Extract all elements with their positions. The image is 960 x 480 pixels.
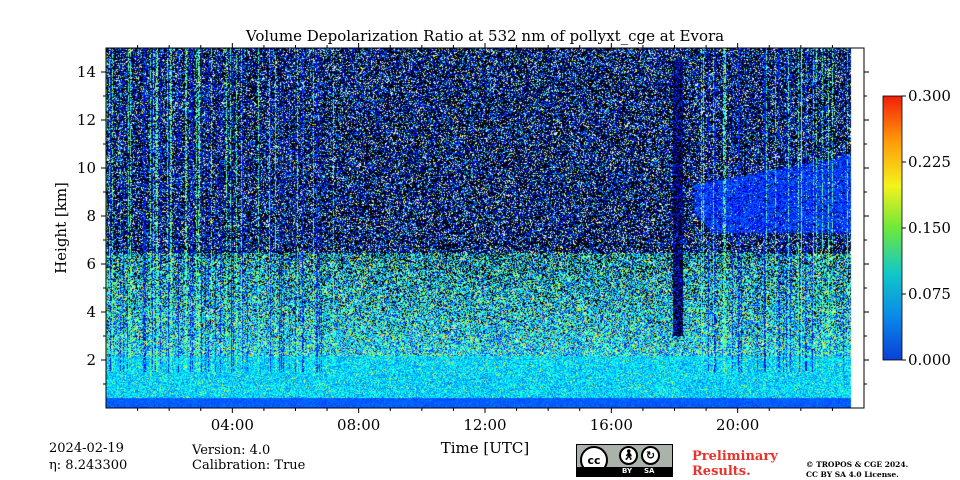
share-alike-icon: ↻ [641,446,660,465]
colorbar-tick-label: 0.075 [908,285,951,303]
x-tick-label: 16:00 [590,416,633,434]
version-label: Version: 4.0 [192,443,271,458]
colorbar-tick-label: 0.000 [908,351,951,369]
y-tick-label: 14 [77,63,96,81]
x-tick-label: 04:00 [211,416,254,434]
cc-license-strip: BY SA [577,467,672,476]
depolarization-heatmap [106,48,864,408]
copyright-notice: © TROPOS & CGE 2024. CC BY SA 4.0 Licens… [806,460,909,479]
colorbar-tick-label: 0.225 [908,153,951,171]
colorbar-tick-label: 0.150 [908,219,951,237]
x-axis: 04:00 08:00 12:00 16:00 20:00 [137,43,833,434]
colorbar-ticks: 0.000 0.075 0.150 0.225 0.300 [902,87,951,369]
colorbar-tick-label: 0.300 [908,87,951,105]
x-axis-label: Time [UTC] [441,439,530,457]
y-tick-label: 4 [86,303,96,321]
attribution-person-icon: 🚶︎ [619,446,638,465]
x-tick-label: 20:00 [716,416,759,434]
date-label: 2024-02-19 [49,441,124,456]
calibration-label: Calibration: True [192,458,306,473]
chart-title: Volume Depolarization Ratio at 532 nm of… [245,27,724,45]
y-axis: 2 4 6 8 10 12 14 [77,63,869,385]
y-tick-label: 10 [77,159,96,177]
y-tick-label: 8 [86,207,96,225]
x-tick-label: 08:00 [337,416,380,434]
cc-license-badge: cc 🚶︎ ↻ BY SA [576,444,673,477]
eta-label: η: 8.243300 [49,458,128,473]
preliminary-results-note: Preliminary Results. [692,449,778,479]
heatmap-image [106,48,864,408]
y-tick-label: 12 [77,111,96,129]
y-tick-label: 2 [86,351,96,369]
x-tick-label: 12:00 [463,416,506,434]
colorbar [882,95,903,361]
y-tick-label: 6 [86,255,96,273]
y-axis-label: Height [km] [52,182,70,274]
